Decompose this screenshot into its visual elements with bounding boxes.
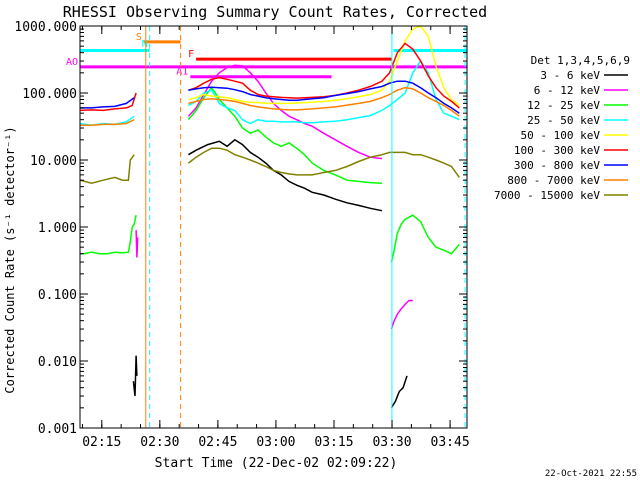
axes: 0.001 0.010 0.100 1.000 10.000 100.000 1000.00… [14, 20, 469, 450]
series-line-3 [188, 59, 460, 125]
footer-timestamp: 22-Oct-2021 22:55 [545, 469, 637, 479]
series-layer [79, 25, 460, 409]
chart-title: RHESSI Observing Summary Count Rates, Co… [63, 3, 487, 21]
series-line-1 [390, 299, 413, 330]
series-line-6 [188, 80, 460, 114]
x-tick-label: 02:15 [82, 435, 121, 450]
plot-frame [79, 25, 468, 429]
y-tick-label: 0.100 [38, 288, 77, 303]
y-tick-label: 0.001 [38, 422, 77, 437]
legend-label: 100 - 300 keV [514, 144, 600, 157]
y-tick-label: 0.010 [38, 355, 77, 370]
series-line-0 [132, 355, 138, 397]
y-tick-label: 1000.000 [14, 20, 77, 35]
annotation-label: S [136, 32, 142, 43]
x-axis-label: Start Time (22-Dec-02 02:09:22) [155, 456, 398, 471]
annotation-layer: SN F AO A1 [66, 32, 467, 79]
series-line-2 [187, 86, 382, 184]
legend-label: 800 - 7000 keV [507, 174, 600, 187]
series-line-1 [135, 230, 139, 258]
annotation-label: F [188, 49, 194, 60]
y-axis-label: Corrected Count Rate (s⁻¹ detector⁻¹) [3, 126, 17, 393]
series-line-2 [390, 214, 460, 263]
series-line-0 [390, 375, 408, 409]
annotation-label: A1 [176, 67, 188, 78]
x-tick-label: 02:30 [140, 435, 179, 450]
x-tick-label: 03:45 [431, 435, 470, 450]
legend-label: 6 - 12 keV [534, 84, 601, 97]
legend-label: 300 - 800 keV [514, 159, 600, 172]
y-tick-label: 1.000 [38, 221, 77, 236]
series-line-4 [188, 25, 460, 107]
series-line-6 [80, 97, 135, 109]
x-tick-label: 03:15 [314, 435, 353, 450]
series-line-8 [187, 147, 460, 178]
legend-label: 25 - 50 keV [527, 114, 600, 127]
x-tick-label: 03:30 [372, 435, 411, 450]
series-line-7 [80, 119, 135, 127]
legend-label: 50 - 100 keV [521, 129, 601, 142]
series-line-0 [188, 138, 383, 212]
annotation-label: AO [66, 57, 78, 68]
series-line-5 [188, 42, 460, 109]
legend-label: 7000 - 15000 keV [494, 189, 600, 202]
series-line-8 [79, 154, 135, 184]
annotation-label: N [142, 39, 148, 50]
series-line-7 [188, 86, 460, 117]
series-line-2 [80, 215, 137, 255]
y-tick-label: 100.000 [22, 87, 77, 102]
legend-title: Det 1,3,4,5,6,9 [531, 54, 630, 67]
series-line-5 [79, 92, 137, 112]
x-tick-label: 02:45 [198, 435, 237, 450]
legend-label: 12 - 25 keV [527, 99, 600, 112]
y-tick-label: 10.000 [30, 154, 77, 169]
legend: Det 1,3,4,5,6,9 3 - 6 keV 6 - 12 keV 12 - … [494, 54, 630, 202]
x-tick-label: 03:00 [256, 435, 295, 450]
legend-label: 3 - 6 keV [540, 69, 600, 82]
